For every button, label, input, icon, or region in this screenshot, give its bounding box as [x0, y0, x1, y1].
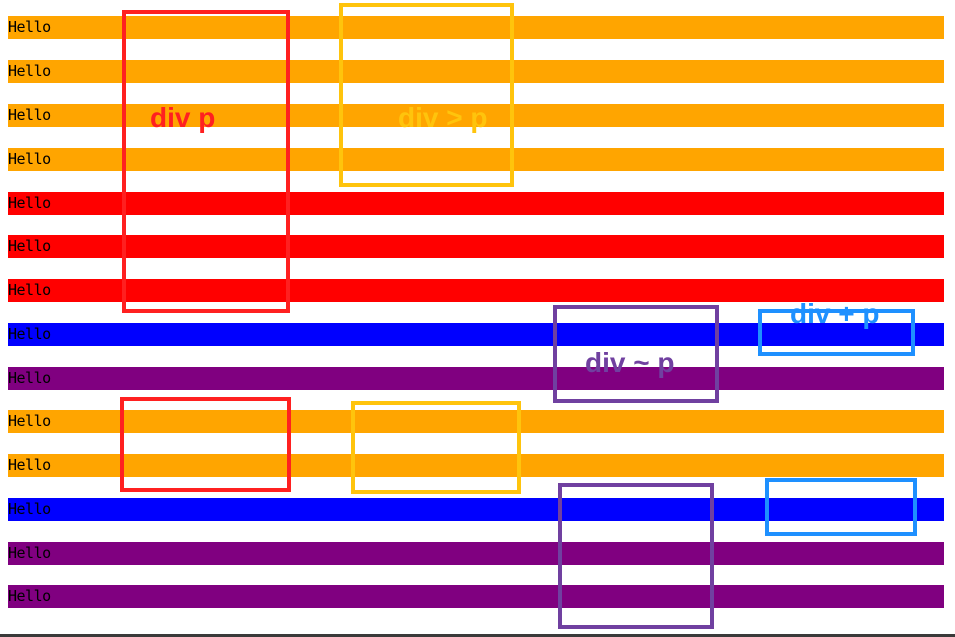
general-sibling-box-bottom	[558, 483, 714, 629]
adjacent-sibling-box-top	[758, 309, 915, 356]
descendant-selector-box-top	[122, 10, 290, 313]
row-bar-3: Hello	[8, 104, 944, 127]
child-selector-box-top	[339, 3, 514, 187]
row-label: Hello	[8, 237, 51, 255]
row-bar-14: Hello	[8, 585, 944, 608]
row-label: Hello	[8, 544, 51, 562]
row-bar-7: Hello	[8, 279, 944, 302]
row-bar-8: Hello	[8, 323, 944, 346]
row-label: Hello	[8, 106, 51, 124]
bottom-divider	[0, 634, 955, 637]
row-bar-10: Hello	[8, 410, 944, 433]
child-selector-caption: div > p	[398, 102, 488, 133]
row-label: Hello	[8, 281, 51, 299]
descendant-selector-box-bottom	[120, 397, 291, 492]
adjacent-sibling-caption: div + p	[790, 298, 880, 329]
row-bar-2: Hello	[8, 60, 944, 83]
general-sibling-box-top	[553, 305, 719, 403]
row-label: Hello	[8, 500, 51, 518]
row-label: Hello	[8, 62, 51, 80]
child-selector-box-bottom	[351, 401, 521, 494]
adjacent-sibling-box-bottom	[765, 478, 917, 536]
row-bar-13: Hello	[8, 542, 944, 565]
row-bar-11: Hello	[8, 454, 944, 477]
row-bar-9: Hello	[8, 367, 944, 390]
row-bar-5: Hello	[8, 192, 944, 215]
row-bar-4: Hello	[8, 148, 944, 171]
row-label: Hello	[8, 18, 51, 36]
row-label: Hello	[8, 325, 51, 343]
row-label: Hello	[8, 150, 51, 168]
row-bar-6: Hello	[8, 235, 944, 258]
row-label: Hello	[8, 412, 51, 430]
row-label: Hello	[8, 369, 51, 387]
general-sibling-caption: div ~ p	[585, 347, 675, 378]
row-label: Hello	[8, 587, 51, 605]
row-label: Hello	[8, 456, 51, 474]
row-bar-1: Hello	[8, 16, 944, 39]
descendant-selector-caption: div p	[150, 102, 216, 133]
row-label: Hello	[8, 194, 51, 212]
